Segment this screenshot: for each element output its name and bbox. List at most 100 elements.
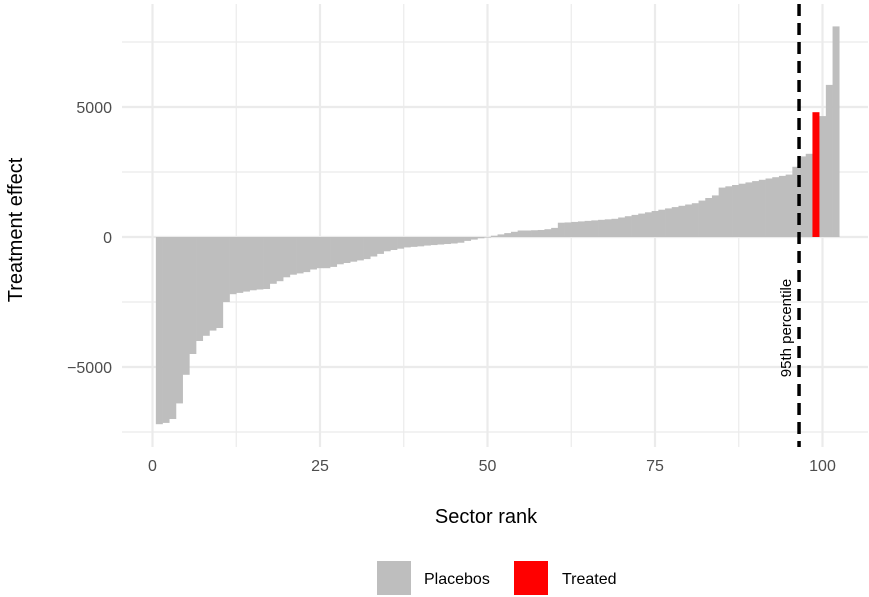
placebo-bar bbox=[249, 237, 257, 291]
placebo-bar bbox=[765, 178, 773, 237]
placebo-bar bbox=[591, 220, 599, 237]
placebo-bar bbox=[544, 229, 552, 237]
placebo-bar bbox=[229, 237, 237, 295]
placebo-bar bbox=[289, 237, 297, 275]
placebo-bar bbox=[430, 237, 438, 246]
placebo-bar bbox=[691, 203, 699, 237]
placebo-bar bbox=[216, 237, 224, 328]
y-tick-label: 5000 bbox=[76, 100, 112, 117]
placebo-bar bbox=[584, 220, 592, 237]
x-tick-label: 50 bbox=[479, 458, 497, 475]
placebo-bar bbox=[577, 221, 585, 237]
placebo-bar bbox=[155, 237, 163, 425]
placebo-bar bbox=[343, 237, 351, 263]
placebo-bar bbox=[604, 219, 612, 237]
placebo-bar bbox=[209, 237, 217, 331]
placebo-bar bbox=[356, 237, 364, 261]
placebo-bar bbox=[718, 187, 726, 237]
placebo-bar bbox=[738, 183, 746, 237]
placebo-bar bbox=[644, 212, 652, 237]
axes: 0 25 50 75 100 −5000 0 5000 bbox=[67, 100, 836, 475]
placebo-bar bbox=[276, 237, 284, 282]
placebo-bar bbox=[283, 237, 291, 278]
placebo-bar bbox=[517, 230, 525, 237]
placebo-bar bbox=[189, 237, 197, 354]
placebo-bar bbox=[524, 230, 532, 237]
placebo-bar bbox=[778, 175, 786, 237]
placebo-bar bbox=[162, 237, 170, 423]
placebo-bar bbox=[752, 181, 760, 237]
placebo-bar bbox=[303, 237, 311, 273]
placebo-bar bbox=[269, 237, 277, 284]
placebo-bar bbox=[484, 237, 492, 238]
placebo-bar bbox=[316, 237, 324, 269]
placebo-bar bbox=[819, 116, 827, 237]
placebo-bar bbox=[732, 185, 740, 237]
placebo-bar bbox=[383, 237, 391, 252]
placebo-bar bbox=[805, 153, 813, 237]
percentile-line-group: 95th percentile bbox=[778, 4, 801, 447]
legend-swatch-treated bbox=[514, 561, 548, 595]
placebo-bar bbox=[825, 84, 833, 238]
placebo-bar bbox=[618, 217, 626, 237]
placebo-bar bbox=[477, 237, 485, 239]
placebo-bar bbox=[437, 237, 445, 245]
placebo-bar bbox=[497, 234, 505, 237]
x-tick-label: 25 bbox=[311, 458, 329, 475]
placebo-bar bbox=[236, 237, 244, 293]
placebo-bar bbox=[222, 237, 230, 302]
placebo-bar bbox=[450, 237, 458, 244]
placebo-bar bbox=[611, 218, 619, 237]
placebo-bar bbox=[256, 237, 264, 290]
placebo-bar bbox=[665, 208, 673, 237]
placebo-bar bbox=[658, 209, 666, 237]
grid bbox=[122, 4, 868, 447]
treated-bar bbox=[812, 112, 820, 237]
placebo-bar bbox=[598, 219, 606, 237]
legend-label-treated: Treated bbox=[562, 571, 617, 588]
bars bbox=[155, 26, 840, 425]
placebo-bar bbox=[685, 204, 693, 237]
placebo-bar bbox=[537, 229, 545, 237]
placebo-bar bbox=[531, 230, 539, 237]
y-tick-label: 0 bbox=[103, 230, 112, 247]
placebo-bar bbox=[403, 237, 411, 248]
placebo-bar bbox=[671, 207, 679, 237]
placebo-bar bbox=[363, 237, 371, 260]
placebo-bar bbox=[651, 211, 659, 237]
placebo-bar bbox=[397, 237, 405, 249]
x-tick-label: 75 bbox=[646, 458, 664, 475]
placebo-bar bbox=[336, 237, 344, 265]
placebo-bar bbox=[725, 186, 733, 237]
placebo-bar bbox=[678, 205, 686, 237]
placebo-bar bbox=[182, 237, 190, 375]
placebo-bar bbox=[202, 237, 210, 336]
placebo-bar bbox=[758, 179, 766, 237]
legend: Placebos Treated bbox=[377, 561, 617, 595]
placebo-bar bbox=[792, 166, 800, 237]
placebo-bar bbox=[350, 237, 358, 262]
placebo-bar bbox=[799, 156, 807, 237]
placebo-bar bbox=[370, 237, 378, 257]
placebo-bar bbox=[564, 222, 572, 237]
placebo-bar bbox=[457, 237, 465, 243]
x-axis-title: Sector rank bbox=[435, 506, 538, 528]
placebo-bar bbox=[196, 237, 204, 341]
placebo-bar bbox=[557, 222, 565, 237]
placebo-bar bbox=[417, 237, 425, 247]
placebo-bar bbox=[832, 26, 840, 238]
y-axis-title: Treatment effect bbox=[5, 157, 27, 302]
placebo-bar bbox=[443, 237, 451, 245]
placebo-bar bbox=[376, 237, 384, 254]
placebo-bar bbox=[175, 237, 183, 404]
placebo-bar bbox=[490, 235, 498, 237]
placebo-bar bbox=[242, 237, 250, 292]
placebo-bar bbox=[711, 195, 719, 237]
x-tick-label: 100 bbox=[809, 458, 836, 475]
placebo-bar bbox=[698, 200, 706, 237]
placebo-bar bbox=[638, 213, 646, 237]
placebo-bar bbox=[705, 198, 713, 237]
placebo-bar bbox=[785, 174, 793, 237]
y-tick-label: −5000 bbox=[67, 360, 112, 377]
